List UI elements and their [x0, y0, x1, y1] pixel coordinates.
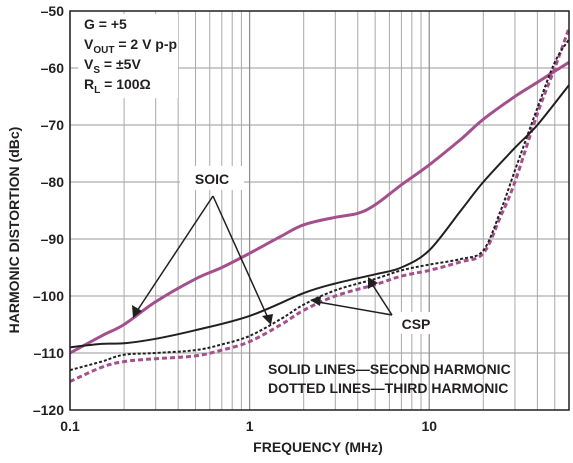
series-line-csp-second-harmonic — [69, 84, 570, 349]
series-line-soic-third-harmonic — [69, 27, 571, 383]
series-line-soic-second-harmonic — [69, 61, 570, 355]
x-tick-label: 1 — [246, 418, 254, 434]
csp-arrow-third — [317, 301, 393, 316]
plot-frame — [69, 10, 570, 411]
conditions-bg — [78, 14, 178, 98]
soic-label-bg — [180, 166, 244, 190]
csp-arrow-second — [371, 283, 393, 316]
condition-line: G = +5 — [84, 16, 127, 32]
legend-note-third-harmonic: DOTTED LINES—THIRD HARMONIC — [268, 380, 508, 396]
csp-arrowhead-second — [368, 277, 378, 289]
series-layer — [69, 27, 571, 383]
condition-line: VS = ±5V — [84, 56, 141, 76]
csp-label: CSP — [402, 316, 431, 332]
y-tick-label: –60 — [41, 60, 65, 76]
soic-callout: SOIC — [132, 166, 273, 325]
tick-labels: –120 –110 –100 –90 –80 –70 –60 –50 0.1 1 10 — [33, 3, 437, 434]
soic-arrow-third — [212, 195, 269, 319]
condition-line: RL = 100Ω — [84, 76, 151, 96]
csp-callout: CSP — [310, 277, 440, 334]
soic-arrowhead-third — [262, 314, 273, 325]
soic-arrow-second — [136, 195, 214, 312]
y-tick-label: –80 — [41, 174, 65, 190]
y-tick-label: –70 — [41, 117, 65, 133]
legend-note-second-harmonic: SOLID LINES—SECOND HARMONIC — [268, 361, 511, 377]
x-tick-label: 10 — [421, 418, 437, 434]
x-axis-label: FREQUENCY (MHz) — [253, 439, 383, 455]
csp-arrowhead-third — [310, 296, 321, 306]
condition-line: VOUT = 2 V p-p — [84, 36, 177, 56]
y-tick-label: –90 — [41, 231, 65, 247]
y-tick-label: –120 — [33, 402, 64, 418]
y-axis-label: HARMONIC DISTORTION (dBc) — [6, 127, 22, 334]
soic-arrowhead-second — [132, 305, 142, 318]
y-tick-label: –100 — [33, 288, 64, 304]
series-line-csp-third-harmonic — [69, 38, 570, 372]
csp-label-bg — [392, 312, 440, 334]
x-tick-label: 0.1 — [60, 418, 80, 434]
y-tick-label: –110 — [34, 345, 65, 361]
soic-label: SOIC — [195, 171, 229, 187]
y-tick-label: –50 — [41, 3, 65, 19]
